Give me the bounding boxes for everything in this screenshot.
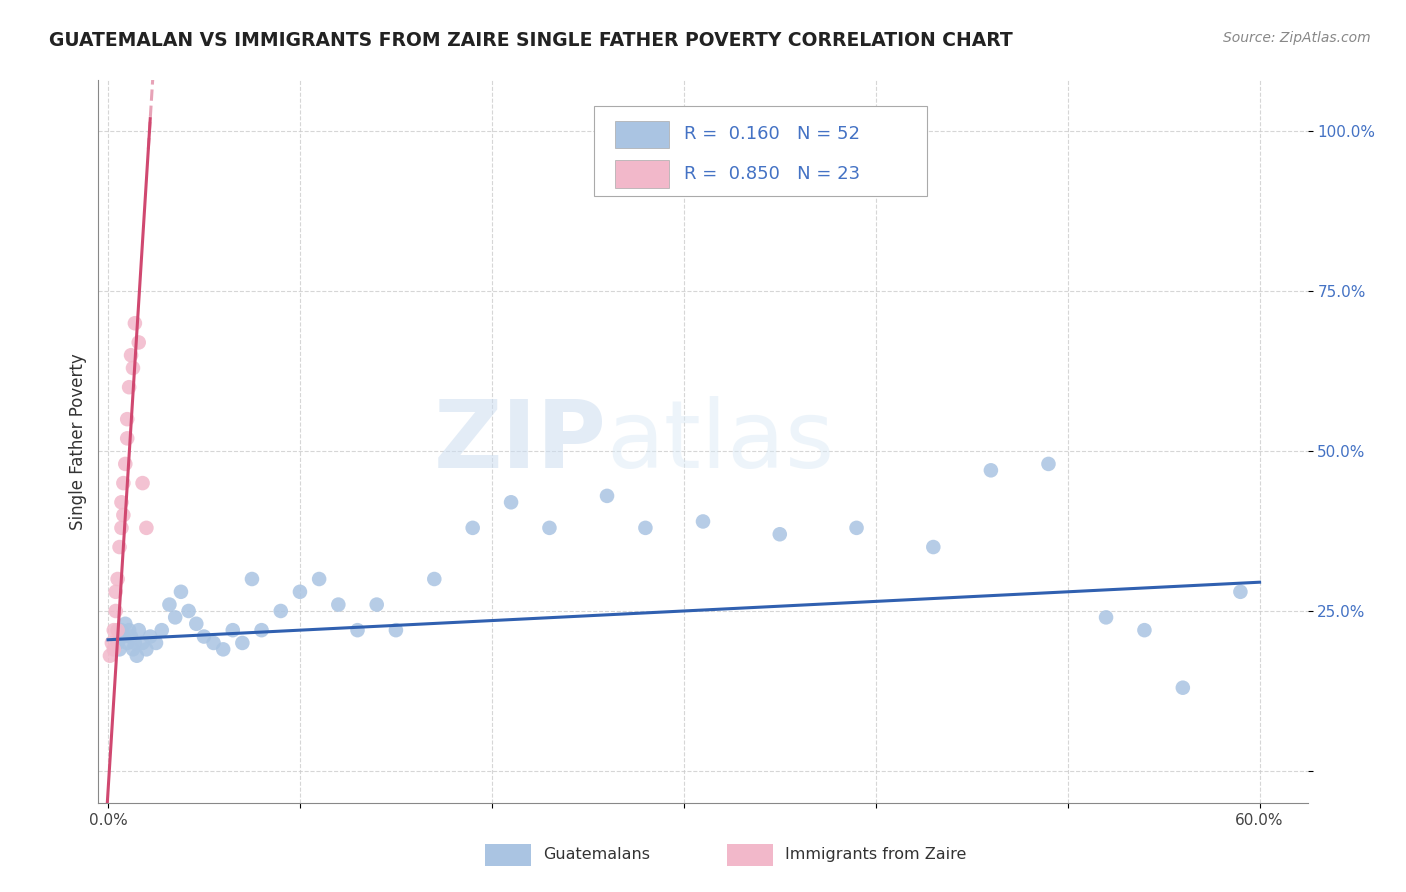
Point xyxy=(270,604,292,618)
Point xyxy=(115,412,138,426)
Point xyxy=(1229,584,1251,599)
Point xyxy=(120,630,142,644)
Point xyxy=(124,316,146,330)
Point xyxy=(193,630,215,644)
Point xyxy=(98,648,121,663)
Point xyxy=(103,642,125,657)
Point xyxy=(385,623,408,637)
Text: ZIP: ZIP xyxy=(433,395,606,488)
Point xyxy=(499,495,522,509)
Point xyxy=(114,457,136,471)
Point xyxy=(165,610,187,624)
FancyBboxPatch shape xyxy=(595,105,927,196)
Point xyxy=(461,521,484,535)
Point xyxy=(108,540,131,554)
Point xyxy=(288,584,311,599)
Point xyxy=(131,636,153,650)
Point xyxy=(922,540,945,554)
Point xyxy=(150,623,173,637)
Point xyxy=(110,495,132,509)
Point xyxy=(125,648,148,663)
Point xyxy=(115,431,138,445)
Point xyxy=(128,335,150,350)
Point xyxy=(538,521,561,535)
Text: GUATEMALAN VS IMMIGRANTS FROM ZAIRE SINGLE FATHER POVERTY CORRELATION CHART: GUATEMALAN VS IMMIGRANTS FROM ZAIRE SING… xyxy=(49,31,1012,50)
Point xyxy=(159,598,181,612)
Point xyxy=(114,616,136,631)
Point xyxy=(107,572,129,586)
Point xyxy=(170,584,193,599)
Text: Guatemalans: Guatemalans xyxy=(543,847,651,863)
Point xyxy=(1133,623,1156,637)
Point xyxy=(110,521,132,535)
Point xyxy=(118,623,141,637)
Point xyxy=(122,361,145,376)
FancyBboxPatch shape xyxy=(727,844,773,865)
Text: R =  0.850   N = 23: R = 0.850 N = 23 xyxy=(683,165,860,183)
Point xyxy=(112,508,135,522)
Point xyxy=(423,572,446,586)
Point xyxy=(308,572,330,586)
FancyBboxPatch shape xyxy=(485,844,531,865)
Point xyxy=(115,636,138,650)
Point xyxy=(1038,457,1060,471)
Point xyxy=(135,521,157,535)
Point xyxy=(1171,681,1194,695)
Point xyxy=(120,348,142,362)
Point xyxy=(1095,610,1118,624)
Point xyxy=(980,463,1002,477)
Point xyxy=(135,642,157,657)
Point xyxy=(845,521,868,535)
Point xyxy=(212,642,235,657)
Text: Immigrants from Zaire: Immigrants from Zaire xyxy=(785,847,966,863)
Point xyxy=(366,598,388,612)
Point xyxy=(124,636,146,650)
Point xyxy=(145,636,167,650)
Point xyxy=(596,489,619,503)
Point xyxy=(177,604,200,618)
FancyBboxPatch shape xyxy=(614,161,669,188)
Point xyxy=(118,380,141,394)
Point xyxy=(240,572,263,586)
Point xyxy=(128,623,150,637)
Point xyxy=(634,521,657,535)
Point xyxy=(108,642,131,657)
Point xyxy=(104,584,127,599)
Text: Source: ZipAtlas.com: Source: ZipAtlas.com xyxy=(1223,31,1371,45)
Text: atlas: atlas xyxy=(606,395,835,488)
Point xyxy=(110,623,132,637)
Point xyxy=(112,630,135,644)
Point xyxy=(131,476,153,491)
Point xyxy=(101,636,124,650)
Point xyxy=(231,636,253,650)
Point xyxy=(250,623,273,637)
Point xyxy=(107,623,129,637)
Point xyxy=(139,630,162,644)
Point xyxy=(769,527,792,541)
Point xyxy=(202,636,225,650)
Point xyxy=(346,623,368,637)
Point xyxy=(222,623,245,637)
Point xyxy=(328,598,350,612)
Point xyxy=(107,636,129,650)
Text: R =  0.160   N = 52: R = 0.160 N = 52 xyxy=(683,126,859,144)
Y-axis label: Single Father Poverty: Single Father Poverty xyxy=(69,353,87,530)
Point xyxy=(103,623,125,637)
Point xyxy=(112,476,135,491)
Point xyxy=(186,616,208,631)
Point xyxy=(104,604,127,618)
Point xyxy=(122,642,145,657)
FancyBboxPatch shape xyxy=(614,120,669,148)
Point xyxy=(692,515,714,529)
